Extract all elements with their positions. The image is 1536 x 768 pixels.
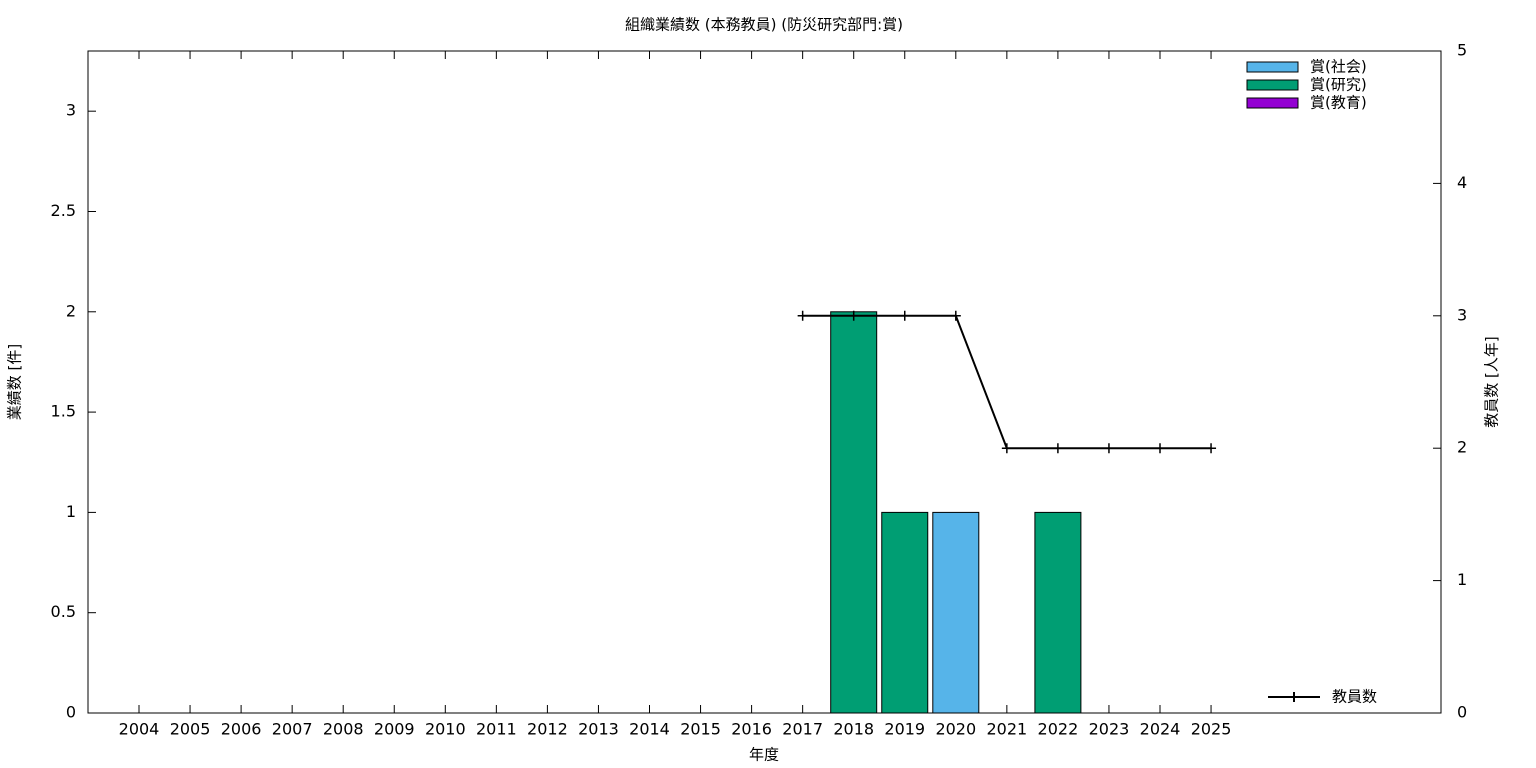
x-tick-label: 2017 <box>782 720 823 739</box>
plot-frame <box>87 50 1442 714</box>
x-tick-label: 2023 <box>1089 720 1130 739</box>
y2-tick-label: 3 <box>1457 305 1467 324</box>
x-tick-label: 2025 <box>1191 720 1232 739</box>
y2-tick-label: 1 <box>1457 570 1467 589</box>
legend-label: 賞(研究) <box>1310 76 1367 94</box>
y-tick-label: 2.5 <box>51 201 76 220</box>
x-tick-label: 2010 <box>425 720 466 739</box>
x-tick-label: 2018 <box>833 720 874 739</box>
y2-axis-label: 教員数 [人年] <box>1483 336 1501 427</box>
y-tick-label: 3 <box>66 101 76 120</box>
bar <box>1034 511 1082 714</box>
legend-label: 教員数 <box>1332 688 1377 706</box>
x-tick-label: 2014 <box>629 720 670 739</box>
legend-swatch <box>1246 97 1299 109</box>
line-series <box>802 314 1212 450</box>
x-tick-label: 2006 <box>221 720 262 739</box>
y-tick-label: 1.5 <box>51 402 76 421</box>
x-tick-label: 2005 <box>170 720 211 739</box>
legend-line <box>1268 692 1320 702</box>
x-tick-label: 2022 <box>1038 720 1079 739</box>
bar <box>881 511 929 714</box>
chart-title: 組織業績数 (本務教員) (防災研究部門:賞) <box>625 16 903 34</box>
x-tick-label: 2012 <box>527 720 568 739</box>
x-tick-label: 2019 <box>884 720 925 739</box>
y-tick-label: 0 <box>66 703 76 722</box>
y-tick-label: 1 <box>66 502 76 521</box>
y2-tick-label: 4 <box>1457 173 1467 192</box>
legend-swatch <box>1246 61 1299 73</box>
legend-label: 賞(教育) <box>1310 94 1367 112</box>
x-tick-label: 2016 <box>731 720 772 739</box>
x-tick-label: 2004 <box>119 720 160 739</box>
x-axis-label: 年度 <box>749 746 779 764</box>
x-tick-label: 2008 <box>323 720 364 739</box>
x-tick-label: 2015 <box>680 720 721 739</box>
y-tick-label: 0.5 <box>51 602 76 621</box>
bar <box>830 311 878 714</box>
x-tick-label: 2020 <box>935 720 976 739</box>
legend-label: 賞(社会) <box>1310 58 1367 76</box>
y2-tick-label: 0 <box>1457 703 1467 722</box>
x-tick-label: 2024 <box>1140 720 1181 739</box>
x-tick-label: 2007 <box>272 720 313 739</box>
x-tick-label: 2011 <box>476 720 517 739</box>
legend-swatch <box>1246 79 1299 91</box>
y-tick-label: 2 <box>66 301 76 320</box>
x-tick-label: 2009 <box>374 720 415 739</box>
y-axis-label: 業績数 [件] <box>6 344 24 420</box>
x-tick-label: 2021 <box>986 720 1027 739</box>
y2-tick-label: 5 <box>1457 41 1467 60</box>
bar <box>932 511 980 714</box>
y2-tick-label: 2 <box>1457 438 1467 457</box>
x-tick-label: 2013 <box>578 720 619 739</box>
